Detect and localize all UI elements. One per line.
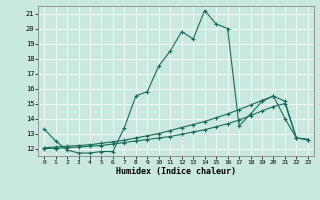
X-axis label: Humidex (Indice chaleur): Humidex (Indice chaleur) [116, 167, 236, 176]
